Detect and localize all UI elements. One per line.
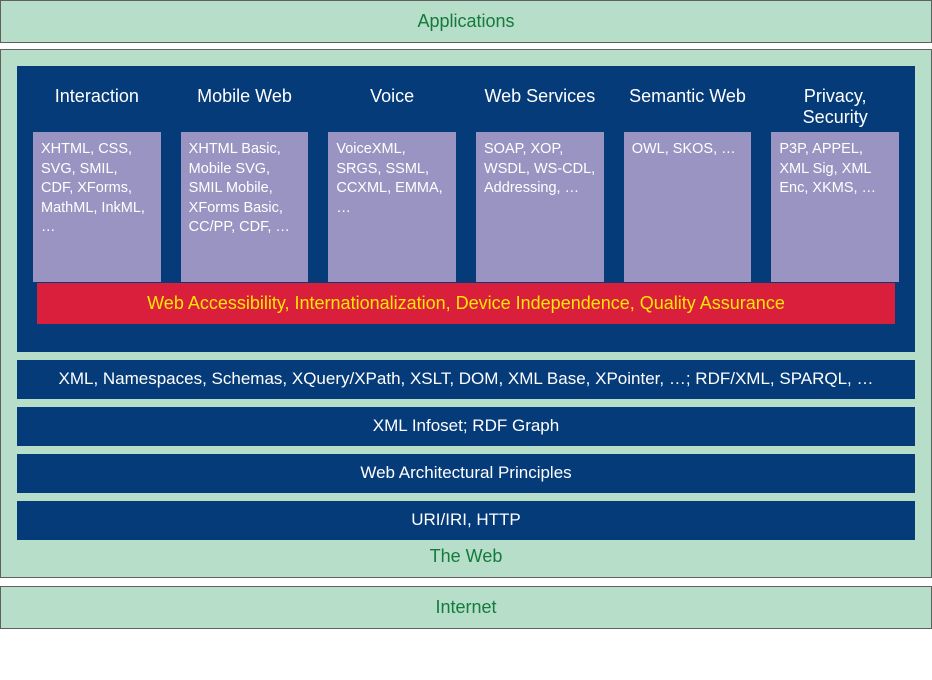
column-body: SOAP, XOP, WSDL, WS-CDL, Addressing, …: [476, 132, 604, 282]
column-title: Interaction: [55, 84, 139, 132]
column-body: XHTML, CSS, SVG, SMIL, CDF, XForms, Math…: [33, 132, 161, 282]
foundation-uri: URI/IRI, HTTP: [17, 501, 915, 540]
column-body: P3P, APPEL, XML Sig, XML Enc, XKMS, …: [771, 132, 899, 282]
applications-label: Applications: [417, 11, 514, 31]
the-web-label: The Web: [17, 540, 915, 567]
column-title: Privacy, Security: [771, 84, 899, 132]
column-title: Semantic Web: [629, 84, 746, 132]
column-title: Mobile Web: [197, 84, 292, 132]
foundation-arch: Web Architectural Principles: [17, 454, 915, 493]
internet-label: Internet: [435, 597, 496, 617]
column-body: VoiceXML, SRGS, SSML, CCXML, EMMA, …: [328, 132, 456, 282]
columns-row: Interaction XHTML, CSS, SVG, SMIL, CDF, …: [17, 66, 915, 352]
foundation-xml: XML, Namespaces, Schemas, XQuery/XPath, …: [17, 360, 915, 399]
column-body: OWL, SKOS, …: [624, 132, 752, 282]
applications-layer: Applications: [0, 0, 932, 43]
foundation-infoset: XML Infoset; RDF Graph: [17, 407, 915, 446]
web-stack-container: Interaction XHTML, CSS, SVG, SMIL, CDF, …: [0, 49, 932, 578]
column-title: Voice: [370, 84, 414, 132]
crosscutting-bar: Web Accessibility, Internationalization,…: [37, 283, 895, 324]
column-title: Web Services: [484, 84, 595, 132]
column-body: XHTML Basic, Mobile SVG, SMIL Mobile, XF…: [181, 132, 309, 282]
internet-layer: Internet: [0, 586, 932, 629]
